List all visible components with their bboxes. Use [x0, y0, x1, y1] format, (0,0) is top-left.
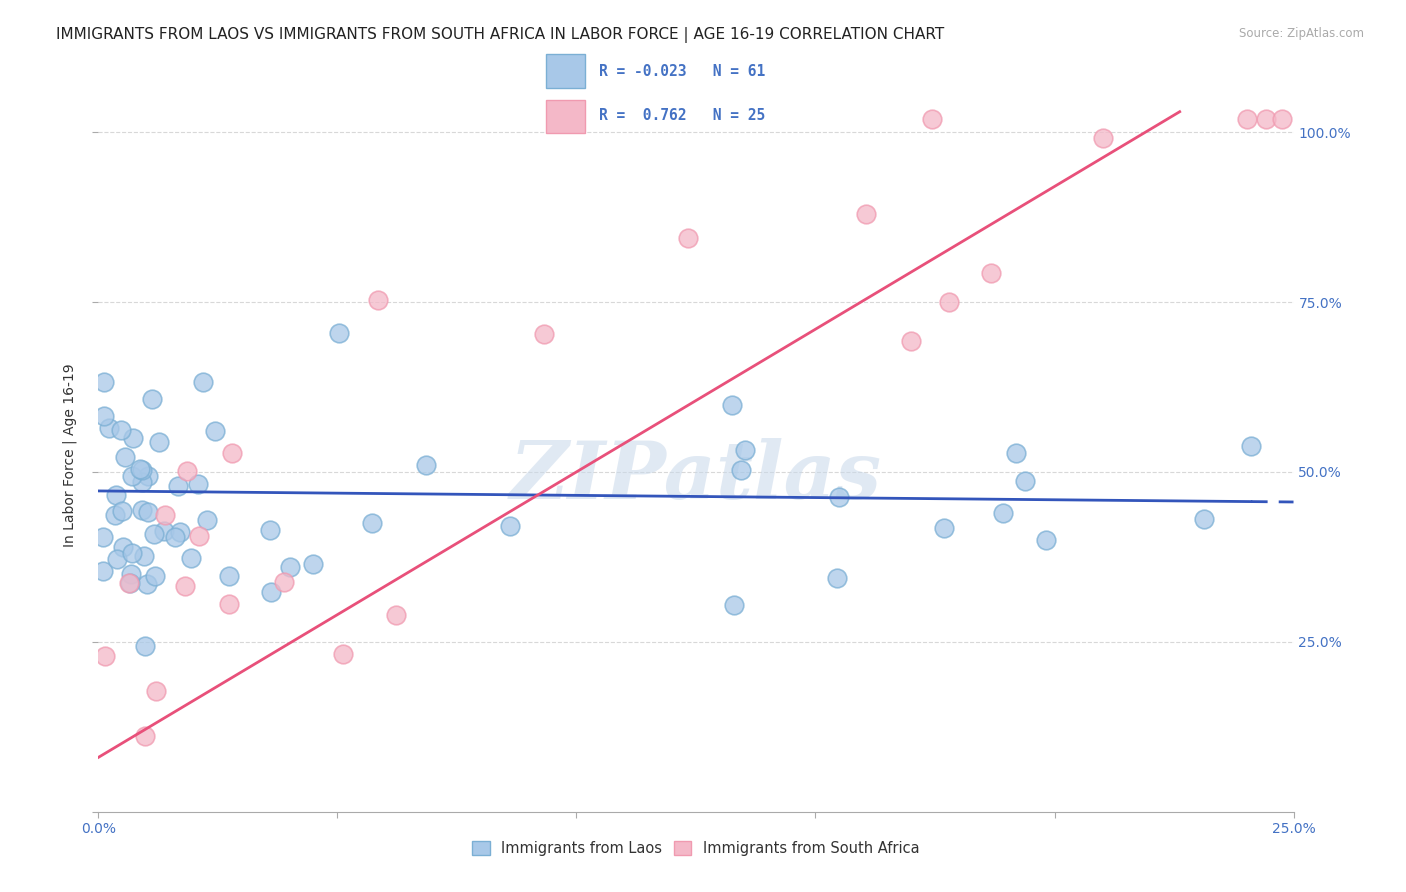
- FancyBboxPatch shape: [546, 54, 585, 87]
- Point: [118, 576, 141, 591]
- Point: [93, 376, 115, 390]
- Point: [153, 524, 176, 538]
- Point: [1004, 446, 1026, 460]
- Point: [1254, 112, 1277, 126]
- Point: [1236, 112, 1258, 126]
- Point: [145, 568, 167, 582]
- Point: [1270, 112, 1292, 126]
- Point: [678, 230, 700, 244]
- Point: [204, 424, 226, 438]
- Point: [180, 550, 202, 565]
- Point: [195, 513, 218, 527]
- Point: [721, 399, 744, 413]
- Point: [259, 523, 281, 537]
- Point: [131, 475, 153, 490]
- Point: [723, 598, 745, 612]
- Point: [980, 267, 1002, 281]
- Point: [280, 559, 302, 574]
- Point: [533, 327, 555, 342]
- Point: [105, 552, 128, 566]
- Point: [131, 463, 153, 477]
- Y-axis label: In Labor Force | Age 16-19: In Labor Force | Age 16-19: [62, 363, 77, 547]
- Point: [153, 508, 176, 522]
- Point: [134, 639, 156, 653]
- Point: [91, 564, 114, 578]
- Point: [110, 423, 132, 437]
- Text: IMMIGRANTS FROM LAOS VS IMMIGRANTS FROM SOUTH AFRICA IN LABOR FORCE | AGE 16-19 : IMMIGRANTS FROM LAOS VS IMMIGRANTS FROM …: [56, 27, 945, 43]
- Point: [734, 443, 756, 458]
- Point: [132, 549, 155, 564]
- Point: [110, 504, 132, 518]
- Point: [141, 392, 163, 407]
- Point: [1035, 533, 1057, 547]
- Text: R = -0.023   N = 61: R = -0.023 N = 61: [599, 64, 765, 79]
- Point: [273, 574, 295, 589]
- Point: [187, 528, 209, 542]
- Point: [131, 503, 153, 517]
- Point: [104, 488, 127, 502]
- Point: [900, 334, 922, 348]
- Point: [136, 469, 159, 483]
- Point: [187, 477, 209, 491]
- Point: [218, 597, 240, 611]
- Point: [121, 431, 143, 445]
- Point: [302, 557, 325, 571]
- FancyBboxPatch shape: [546, 100, 585, 133]
- Point: [193, 375, 215, 389]
- Point: [1240, 439, 1263, 453]
- Point: [165, 530, 187, 544]
- Point: [260, 584, 283, 599]
- Point: [136, 505, 159, 519]
- Point: [121, 546, 143, 560]
- Point: [128, 462, 150, 476]
- Point: [97, 421, 120, 435]
- Point: [176, 464, 198, 478]
- Point: [93, 649, 115, 664]
- Point: [921, 112, 943, 126]
- Point: [367, 293, 389, 308]
- Point: [730, 463, 752, 477]
- Point: [221, 446, 243, 460]
- Text: R =  0.762   N = 25: R = 0.762 N = 25: [599, 108, 765, 123]
- Point: [332, 647, 354, 661]
- Point: [174, 579, 197, 593]
- Point: [855, 207, 877, 221]
- Point: [991, 507, 1014, 521]
- Point: [118, 575, 141, 590]
- Legend: Immigrants from Laos, Immigrants from South Africa: Immigrants from Laos, Immigrants from So…: [467, 835, 925, 862]
- Point: [415, 458, 437, 472]
- Point: [93, 409, 115, 423]
- Point: [169, 524, 191, 539]
- Point: [361, 516, 384, 531]
- Point: [328, 326, 350, 340]
- Point: [120, 566, 142, 581]
- Point: [932, 520, 955, 534]
- Point: [111, 540, 134, 554]
- Point: [218, 569, 240, 583]
- Point: [135, 577, 157, 591]
- Point: [166, 478, 188, 492]
- Point: [104, 508, 127, 523]
- Point: [114, 450, 136, 464]
- Point: [91, 530, 114, 544]
- Point: [1192, 512, 1215, 526]
- Point: [1091, 130, 1114, 145]
- Point: [938, 295, 960, 310]
- Text: ZIPatlas: ZIPatlas: [510, 438, 882, 515]
- Point: [134, 729, 156, 743]
- Point: [827, 571, 849, 585]
- Point: [828, 490, 851, 504]
- Point: [499, 519, 522, 533]
- Point: [385, 608, 408, 623]
- Text: Source: ZipAtlas.com: Source: ZipAtlas.com: [1239, 27, 1364, 40]
- Point: [121, 468, 143, 483]
- Point: [145, 684, 167, 698]
- Point: [1014, 474, 1036, 488]
- Point: [142, 526, 165, 541]
- Point: [148, 435, 170, 450]
